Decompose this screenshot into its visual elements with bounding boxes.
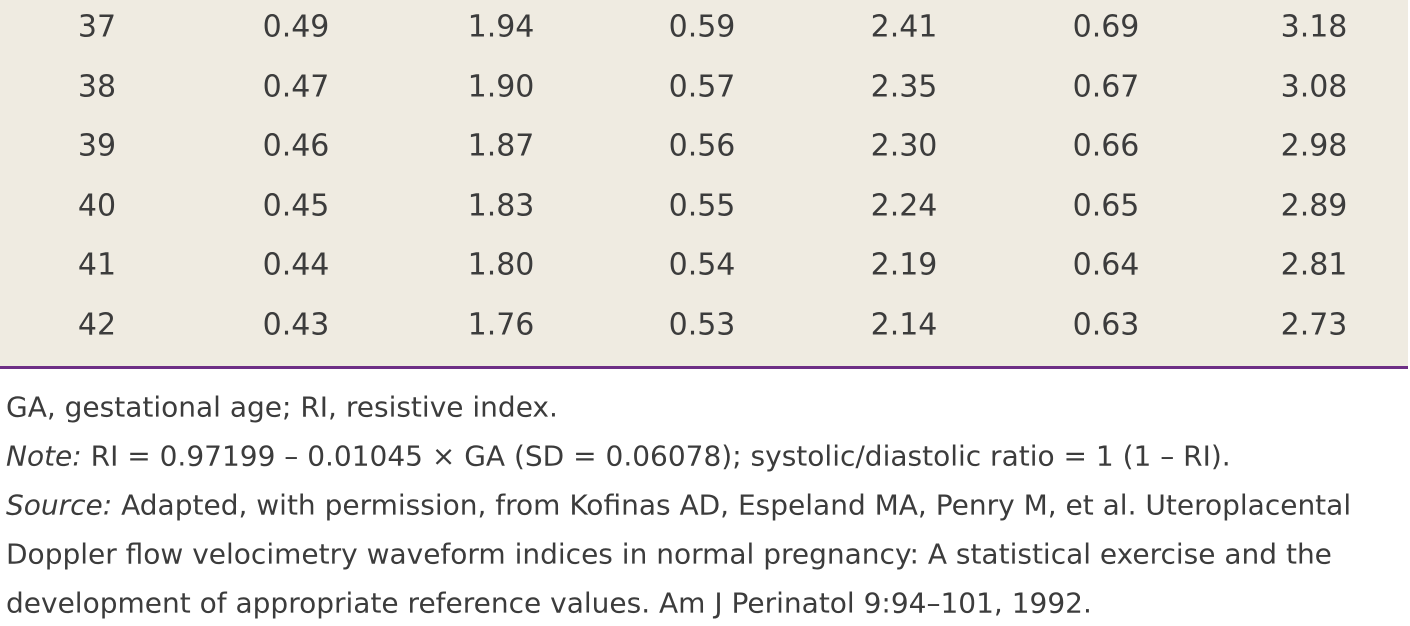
value-cell: 2.35 [870, 69, 938, 105]
source-text: Adapted, with permission, from Kofinas A… [121, 488, 1352, 522]
value-cell: 1.80 [467, 247, 535, 283]
note: Note: RI = 0.97199 – 0.01045 × GA (SD = … [6, 440, 1231, 473]
value-cell: 0.47 [262, 69, 330, 105]
value-cell: 2.89 [1280, 188, 1348, 224]
value-cell: 0.63 [1072, 307, 1140, 343]
value-cell: 2.24 [870, 188, 938, 224]
value-cell: 0.44 [262, 247, 330, 283]
value-cell: 1.76 [467, 307, 535, 343]
value-cell: 1.87 [467, 128, 535, 164]
value-cell: 0.69 [1072, 9, 1140, 45]
value-cell: 2.41 [870, 9, 938, 45]
ga-cell: 38 [77, 69, 117, 105]
value-cell: 3.18 [1280, 9, 1348, 45]
table: 37 0.49 1.94 0.59 2.41 0.69 3.18 38 0.47 1.90 0.57… [0, 0, 1408, 369]
value-cell: 0.56 [668, 128, 736, 164]
note-text: RI = 0.97199 – 0.01045 × GA (SD = 0.0607… [90, 439, 1231, 473]
ga-cell: 41 [77, 247, 117, 283]
value-cell: 0.67 [1072, 69, 1140, 105]
value-cell: 0.45 [262, 188, 330, 224]
value-cell: 0.64 [1072, 247, 1140, 283]
source: Source: Adapted, with permission, from K… [6, 489, 1351, 522]
source-label: Source: [6, 488, 113, 522]
note-label: Note: [6, 439, 82, 473]
value-cell: 0.53 [668, 307, 736, 343]
value-cell: 2.19 [870, 247, 938, 283]
value-cell: 0.49 [262, 9, 330, 45]
source-line: Doppler flow velocimetry waveform indice… [6, 537, 1332, 571]
value-cell: 0.57 [668, 69, 736, 105]
abbreviations: GA, gestational age; RI, resistive index… [6, 390, 558, 424]
value-cell: 0.66 [1072, 128, 1140, 164]
value-cell: 0.54 [668, 247, 736, 283]
value-cell: 2.14 [870, 307, 938, 343]
value-cell: 1.90 [467, 69, 535, 105]
ga-cell: 42 [77, 307, 117, 343]
value-cell: 0.43 [262, 307, 330, 343]
value-cell: 0.55 [668, 188, 736, 224]
value-cell: 2.73 [1280, 307, 1348, 343]
value-cell: 1.94 [467, 9, 535, 45]
ga-cell: 37 [77, 9, 117, 45]
ga-cell: 40 [77, 188, 117, 224]
source-line: development of appropriate reference val… [6, 586, 1092, 620]
value-cell: 1.83 [467, 188, 535, 224]
value-cell: 3.08 [1280, 69, 1348, 105]
value-cell: 0.46 [262, 128, 330, 164]
value-cell: 0.65 [1072, 188, 1140, 224]
value-cell: 2.81 [1280, 247, 1348, 283]
value-cell: 2.30 [870, 128, 938, 164]
ga-cell: 39 [77, 128, 117, 164]
value-cell: 2.98 [1280, 128, 1348, 164]
value-cell: 0.59 [668, 9, 736, 45]
